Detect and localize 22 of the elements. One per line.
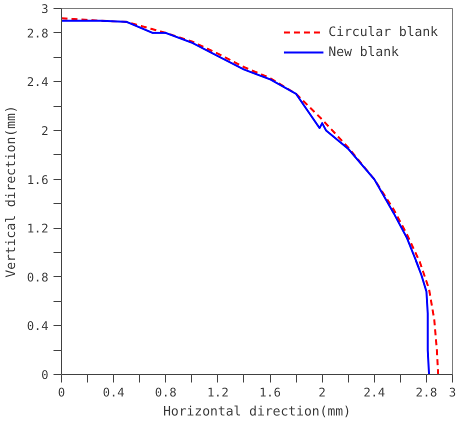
y-tick-label: 2 bbox=[41, 124, 49, 138]
x-tick-label: 2.8 bbox=[416, 386, 438, 400]
y-tick-label: 2.8 bbox=[26, 26, 49, 40]
y-tick-label: 1.6 bbox=[26, 172, 49, 187]
x-tick-label: 2 bbox=[318, 386, 326, 400]
x-tick-label: 2.4 bbox=[363, 386, 386, 400]
y-tick-label: 0.8 bbox=[26, 270, 49, 284]
x-tick-label: 0.4 bbox=[102, 386, 124, 400]
x-tick-label: 1.2 bbox=[207, 386, 229, 400]
legend-label: Circular blank bbox=[328, 24, 438, 40]
y-tick-label: 0 bbox=[41, 368, 49, 382]
legend-label: New blank bbox=[328, 44, 399, 60]
y-axis-title: Vertical direction(mm) bbox=[4, 105, 19, 278]
x-axis-title: Horizontal direction(mm) bbox=[163, 404, 351, 420]
x-tick-label: 0 bbox=[58, 386, 66, 400]
x-tick-label: 0.8 bbox=[154, 386, 177, 400]
y-tick-label: 3 bbox=[41, 2, 49, 16]
x-tick-label: 3 bbox=[448, 386, 456, 400]
y-tick-label: 0.4 bbox=[26, 319, 49, 334]
y-tick-label: 2.4 bbox=[26, 75, 49, 90]
y-tick-label: 1.2 bbox=[26, 222, 49, 236]
x-tick-label: 1.6 bbox=[259, 386, 281, 400]
